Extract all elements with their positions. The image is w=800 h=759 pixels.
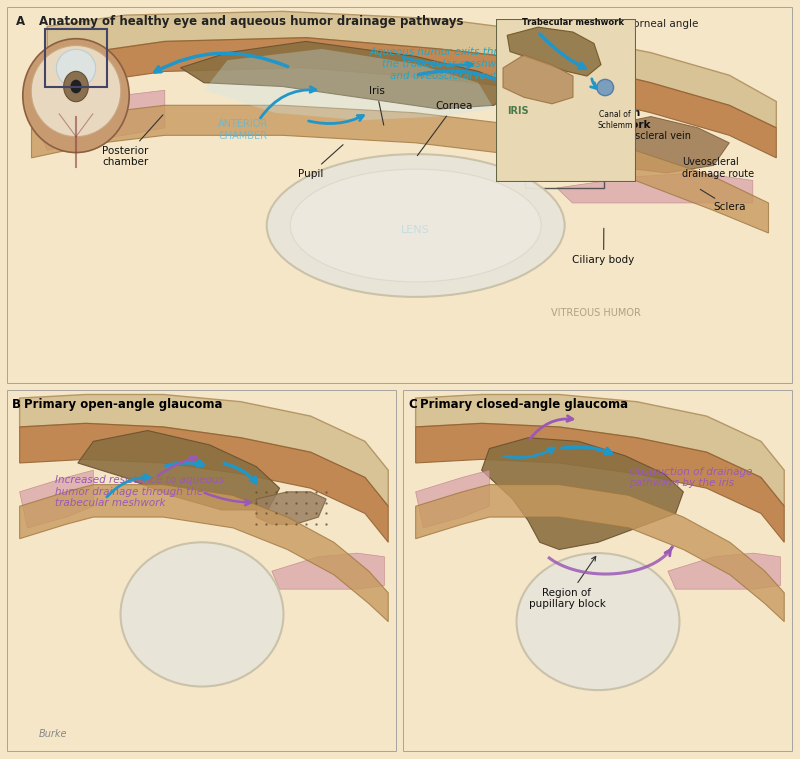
Polygon shape (416, 470, 490, 528)
FancyBboxPatch shape (8, 8, 792, 383)
Text: LENS: LENS (402, 225, 430, 235)
FancyBboxPatch shape (496, 19, 636, 182)
Text: Iris: Iris (369, 86, 385, 125)
Text: Increased resistance to aqueous
humor drainage through the
trabecular meshwork: Increased resistance to aqueous humor dr… (54, 475, 223, 509)
Polygon shape (668, 553, 780, 589)
Polygon shape (20, 424, 388, 542)
Polygon shape (272, 553, 384, 589)
Text: Aqueous humor exits through
the trabecular meshwork
and uveoscleral route: Aqueous humor exits through the trabecul… (370, 47, 525, 80)
Polygon shape (541, 117, 730, 173)
Ellipse shape (64, 71, 88, 102)
Text: Cornea: Cornea (418, 101, 473, 156)
Text: Canal of
Schlemm: Canal of Schlemm (598, 110, 633, 130)
Text: A: A (16, 15, 25, 28)
Polygon shape (20, 395, 388, 506)
FancyBboxPatch shape (8, 391, 396, 751)
Text: ANTERIOR
CHAMBER: ANTERIOR CHAMBER (218, 119, 268, 141)
Polygon shape (78, 430, 280, 510)
Ellipse shape (23, 39, 129, 153)
Text: Uveoscleral
drainage route: Uveoscleral drainage route (682, 157, 754, 178)
Ellipse shape (56, 49, 96, 87)
Polygon shape (47, 38, 776, 158)
Text: Region of
pupillary block: Region of pupillary block (529, 556, 606, 609)
Text: VITREOUS HUMOR: VITREOUS HUMOR (551, 307, 641, 318)
Polygon shape (204, 49, 494, 120)
Polygon shape (31, 90, 165, 150)
Text: Anatomy of healthy eye and aqueous humor drainage pathways: Anatomy of healthy eye and aqueous humor… (39, 15, 464, 28)
Text: Sclera: Sclera (700, 190, 746, 213)
Ellipse shape (266, 154, 565, 297)
Text: Primary closed-angle glaucoma: Primary closed-angle glaucoma (419, 398, 628, 411)
Polygon shape (416, 424, 784, 542)
Text: Trabecular meshwork: Trabecular meshwork (522, 18, 624, 27)
Text: Posterior
chamber: Posterior chamber (102, 115, 163, 168)
Polygon shape (416, 395, 784, 506)
Ellipse shape (121, 542, 283, 686)
Text: IRIS: IRIS (507, 106, 529, 115)
Ellipse shape (290, 169, 541, 282)
Polygon shape (20, 485, 388, 622)
Polygon shape (416, 485, 784, 622)
Polygon shape (507, 27, 601, 76)
Text: Iridocorneal angle: Iridocorneal angle (604, 19, 698, 29)
Ellipse shape (31, 46, 121, 137)
Polygon shape (482, 438, 683, 550)
Polygon shape (557, 173, 753, 203)
Polygon shape (20, 470, 94, 528)
Text: Episcleral vein: Episcleral vein (591, 131, 690, 157)
Text: C: C (408, 398, 417, 411)
Polygon shape (181, 42, 518, 109)
Text: Drainage through
trabecular meshwork: Drainage through trabecular meshwork (526, 109, 651, 130)
Text: Obstruction of drainage
pathways by the iris: Obstruction of drainage pathways by the … (629, 467, 753, 488)
Ellipse shape (597, 80, 614, 96)
Polygon shape (47, 11, 776, 128)
FancyBboxPatch shape (404, 391, 792, 751)
Polygon shape (31, 106, 769, 233)
Polygon shape (503, 55, 573, 104)
Ellipse shape (517, 553, 679, 690)
Text: Primary open-angle glaucoma: Primary open-angle glaucoma (23, 398, 222, 411)
Text: Pupil: Pupil (298, 145, 343, 178)
Ellipse shape (70, 80, 82, 93)
Polygon shape (256, 492, 326, 524)
Text: Burke: Burke (39, 729, 67, 739)
Text: Ciliary body: Ciliary body (573, 228, 634, 265)
Text: B: B (12, 398, 21, 411)
